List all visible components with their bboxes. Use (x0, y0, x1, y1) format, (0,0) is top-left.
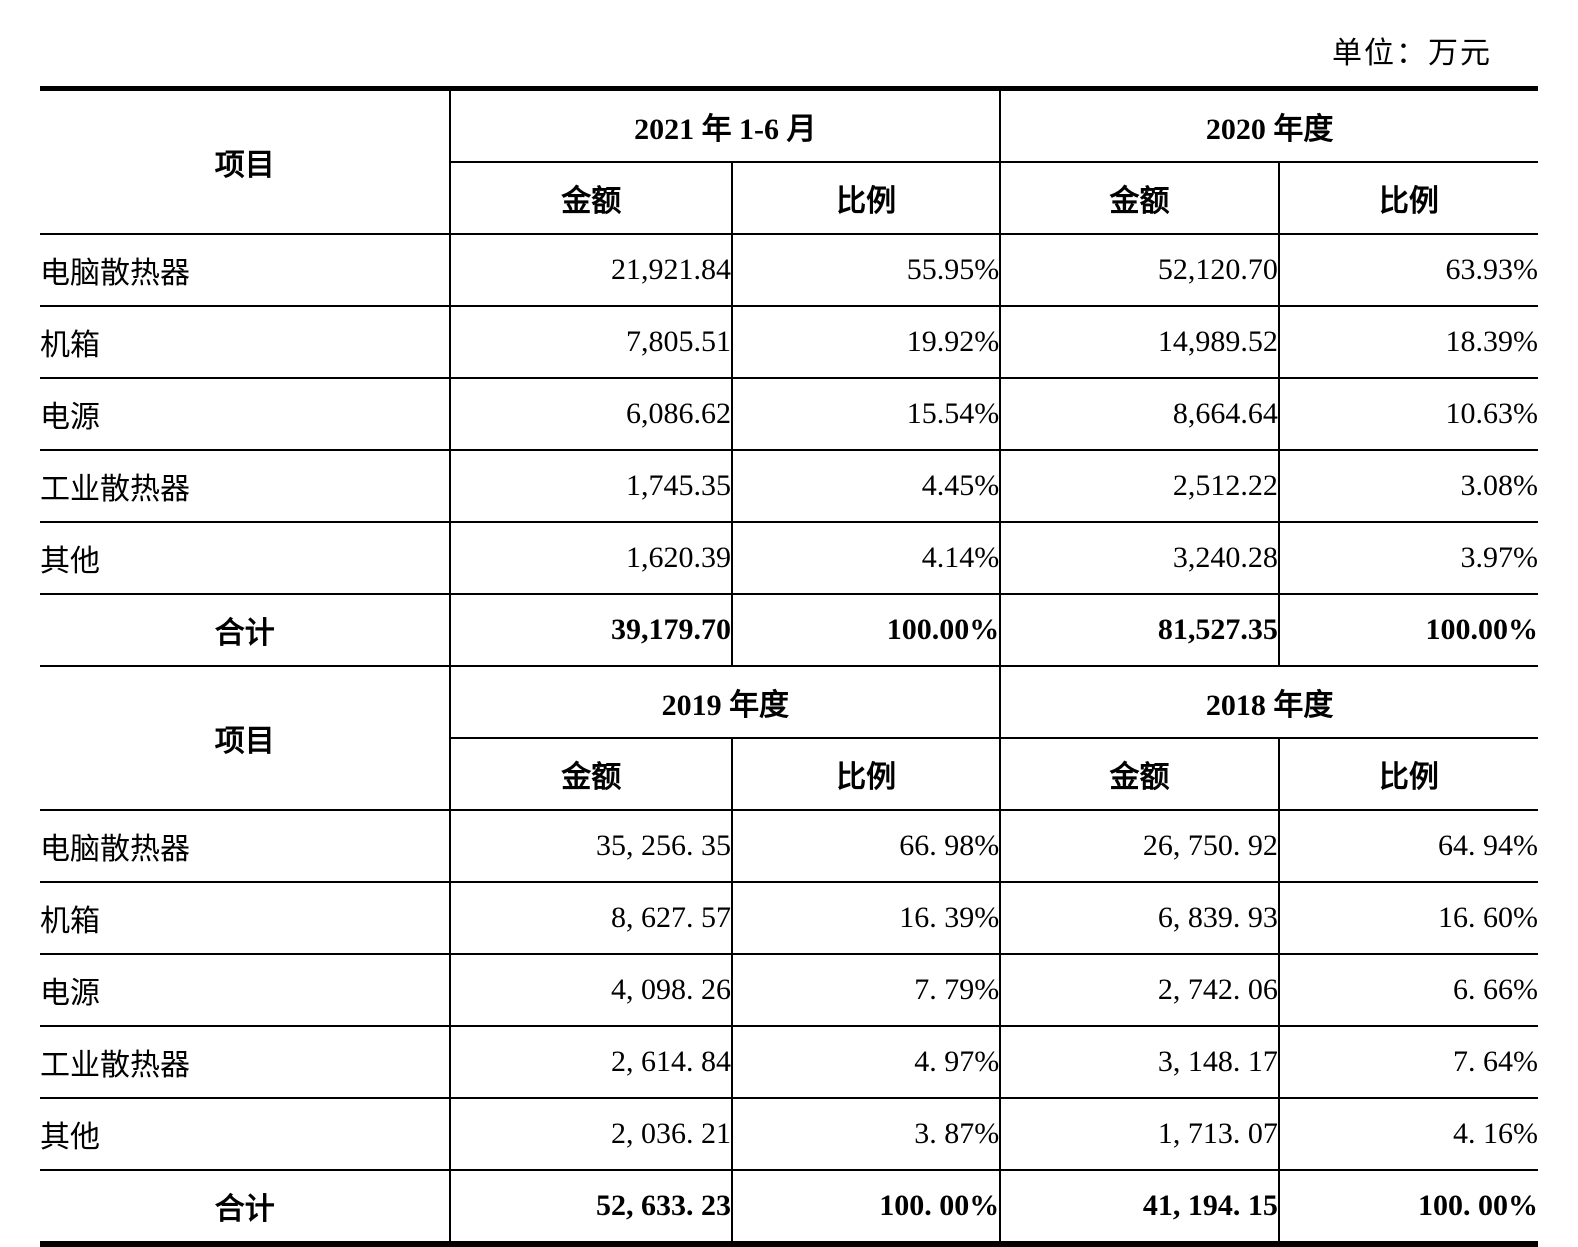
total-label: 合计 (40, 1169, 452, 1245)
column-header-amount-2020: 金额 (999, 161, 1280, 235)
column-group-2021h1: 2021 年 1-6 月 (449, 87, 1002, 163)
cell-value: 18.39% (1277, 305, 1538, 379)
total-value: 52, 633. 23 (449, 1169, 734, 1245)
table-row: 电源 4, 098. 26 7. 79% 2, 742. 06 6. 66% (40, 953, 1538, 1027)
row-label: 电源 (40, 953, 452, 1027)
column-header-amount-2018: 金额 (999, 737, 1280, 811)
cell-value: 15.54% (731, 377, 1002, 451)
column-header-amount-2019: 金额 (450, 737, 734, 811)
cell-value: 2, 742. 06 (999, 953, 1280, 1027)
cell-value: 2, 036. 21 (449, 1097, 734, 1171)
cell-value: 66. 98% (731, 809, 1002, 883)
total-row: 合计 39,179.70 100.00% 81,527.35 100.00% (40, 593, 1538, 667)
table-header-group-row-1: 项目 2021 年 1-6 月 2020 年度 (40, 87, 1538, 235)
cell-value: 7. 79% (731, 953, 1002, 1027)
cell-value: 3. 87% (731, 1097, 1002, 1171)
cell-value: 6. 66% (1277, 953, 1538, 1027)
total-value: 81,527.35 (999, 593, 1280, 667)
row-label: 机箱 (40, 305, 452, 379)
cell-value: 2,512.22 (999, 449, 1280, 523)
row-label: 工业散热器 (40, 449, 452, 523)
column-header-ratio-2020: 比例 (1277, 161, 1538, 235)
total-row: 合计 52, 633. 23 100. 00% 41, 194. 15 100.… (40, 1169, 1538, 1245)
cell-value: 7. 64% (1277, 1025, 1538, 1099)
row-label: 机箱 (40, 881, 452, 955)
cell-value: 4. 16% (1277, 1097, 1538, 1171)
cell-value: 6,086.62 (449, 377, 734, 451)
column-group-2020: 2020 年度 (999, 87, 1538, 163)
cell-value: 2, 614. 84 (449, 1025, 734, 1099)
column-header-item-2: 项目 (40, 665, 452, 811)
column-group-2018: 2018 年度 (999, 665, 1538, 739)
total-value: 100. 00% (731, 1169, 1002, 1245)
column-header-ratio-2019: 比例 (731, 737, 1002, 811)
table-header-group-row-2: 项目 2019 年度 2018 年度 (40, 665, 1538, 811)
cell-value: 21,921.84 (449, 233, 734, 307)
cell-value: 16. 39% (731, 881, 1002, 955)
table-subheader-row-2: 金额 比例 金额 比例 (40, 737, 1538, 811)
cell-value: 4. 97% (731, 1025, 1002, 1099)
total-value: 39,179.70 (449, 593, 734, 667)
total-value: 41, 194. 15 (999, 1169, 1280, 1245)
total-value: 100. 00% (1277, 1169, 1538, 1245)
table-row: 电源 6,086.62 15.54% 8,664.64 10.63% (40, 377, 1538, 451)
column-header-item-1: 项目 (40, 87, 452, 235)
cell-value: 4.45% (731, 449, 1002, 523)
row-label: 其他 (40, 1097, 452, 1171)
cell-value: 1, 713. 07 (999, 1097, 1280, 1171)
row-label: 工业散热器 (40, 1025, 452, 1099)
cell-value: 63.93% (1277, 233, 1538, 307)
cell-value: 35, 256. 35 (449, 809, 734, 883)
total-label: 合计 (40, 593, 452, 667)
table-row: 工业散热器 1,745.35 4.45% 2,512.22 3.08% (40, 449, 1538, 523)
total-value: 100.00% (1277, 593, 1538, 667)
row-label: 电脑散热器 (40, 809, 452, 883)
total-value: 100.00% (731, 593, 1002, 667)
table-row: 电脑散热器 21,921.84 55.95% 52,120.70 63.93% (40, 233, 1538, 307)
cell-value: 3, 148. 17 (999, 1025, 1280, 1099)
cell-value: 6, 839. 93 (999, 881, 1280, 955)
cell-value: 7,805.51 (449, 305, 734, 379)
cell-value: 19.92% (731, 305, 1002, 379)
table-subheader-row-1: 金额 比例 金额 比例 (40, 161, 1538, 235)
table-row: 机箱 7,805.51 19.92% 14,989.52 18.39% (40, 305, 1538, 379)
cell-value: 3.97% (1277, 521, 1538, 595)
revenue-breakdown-table: 项目 2021 年 1-6 月 2020 年度 金额 比例 金额 比例 电脑散热… (40, 86, 1538, 1247)
cell-value: 3,240.28 (999, 521, 1280, 595)
cell-value: 1,620.39 (449, 521, 734, 595)
row-label: 电脑散热器 (40, 233, 452, 307)
cell-value: 10.63% (1277, 377, 1538, 451)
cell-value: 52,120.70 (999, 233, 1280, 307)
cell-value: 1,745.35 (449, 449, 734, 523)
cell-value: 8, 627. 57 (449, 881, 734, 955)
cell-value: 64. 94% (1277, 809, 1538, 883)
table-row: 电脑散热器 35, 256. 35 66. 98% 26, 750. 92 64… (40, 809, 1538, 883)
table-row: 其他 2, 036. 21 3. 87% 1, 713. 07 4. 16% (40, 1097, 1538, 1171)
column-group-2019: 2019 年度 (449, 665, 1002, 739)
cell-value: 26, 750. 92 (999, 809, 1280, 883)
row-label: 其他 (40, 521, 452, 595)
cell-value: 14,989.52 (999, 305, 1280, 379)
table-row: 其他 1,620.39 4.14% 3,240.28 3.97% (40, 521, 1538, 595)
table-row: 工业散热器 2, 614. 84 4. 97% 3, 148. 17 7. 64… (40, 1025, 1538, 1099)
column-header-ratio-2021h1: 比例 (731, 161, 1002, 235)
unit-label: 单位：万元 (1332, 37, 1492, 70)
cell-value: 4.14% (731, 521, 1002, 595)
column-header-ratio-2018: 比例 (1277, 737, 1538, 811)
column-header-amount-2021h1: 金额 (450, 161, 734, 235)
cell-value: 16. 60% (1277, 881, 1538, 955)
cell-value: 55.95% (731, 233, 1002, 307)
cell-value: 8,664.64 (999, 377, 1280, 451)
row-label: 电源 (40, 377, 452, 451)
cell-value: 4, 098. 26 (449, 953, 734, 1027)
table-row: 机箱 8, 627. 57 16. 39% 6, 839. 93 16. 60% (40, 881, 1538, 955)
cell-value: 3.08% (1277, 449, 1538, 523)
